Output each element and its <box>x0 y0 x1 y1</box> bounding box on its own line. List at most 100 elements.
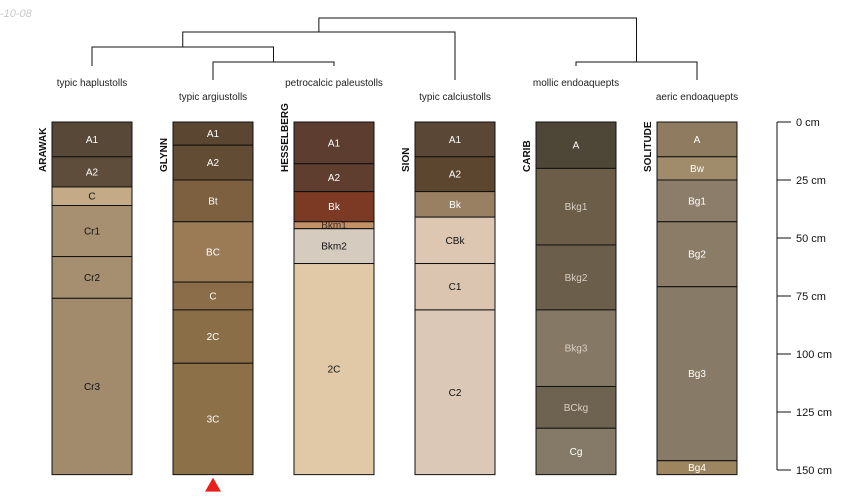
classification-label: typic calciustolls <box>419 92 491 103</box>
horizon-label: BC <box>206 247 220 258</box>
classification-label: aeric endoaquepts <box>655 92 739 103</box>
horizon-a2 <box>293 163 375 193</box>
horizon-c1 <box>414 263 496 311</box>
horizon-label: Bw <box>690 164 705 175</box>
horizon-label: C <box>88 192 95 203</box>
profile-arawak: A1 A2 C Cr1 Cr2 Cr3 <box>51 121 133 476</box>
horizon-bc <box>172 221 254 283</box>
horizon-a1 <box>293 121 375 165</box>
horizon-label: A2 <box>449 170 462 181</box>
horizon-a2 <box>51 156 133 188</box>
horizon-a2 <box>172 144 254 181</box>
horizon-bg4 <box>656 460 738 476</box>
horizon-a1 <box>51 121 133 158</box>
horizon-a <box>535 121 617 169</box>
profile-name: SION <box>401 147 412 172</box>
horizon-bg3 <box>656 286 738 462</box>
horizon-label: Bkm1 <box>321 221 347 232</box>
dendrogram-branch <box>182 31 456 80</box>
date-stamp: -10-08 <box>0 8 32 20</box>
axis-tick-label: 150 cm <box>796 465 832 477</box>
dendrogram-branch <box>318 17 637 62</box>
horizon-label: C2 <box>449 388 462 399</box>
horizon-a <box>656 121 738 158</box>
profile-hesselberg: A1 A2 Bk Bkm1 Bkm2 2C <box>293 121 375 476</box>
depth-axis: 0 cm 25 cm 50 cm 75 cm 100 cm 125 cm 150 cm <box>776 117 832 477</box>
horizon-label: Cr2 <box>84 273 101 284</box>
axis-tick-label: 25 cm <box>796 175 826 187</box>
axis-tick-label: 50 cm <box>796 233 826 245</box>
horizon-cr3 <box>51 297 133 476</box>
horizon-cr1 <box>51 205 133 258</box>
horizon-label: A <box>573 141 580 152</box>
horizon-label: A2 <box>86 167 99 178</box>
horizon-bkg3 <box>535 309 617 387</box>
horizon-cbk <box>414 216 496 265</box>
classification-label: mollic endoaquepts <box>532 78 620 89</box>
dendrogram <box>91 17 698 80</box>
horizon-cr2 <box>51 256 133 299</box>
horizon-label: CBk <box>446 236 466 247</box>
horizon-a1 <box>414 121 496 158</box>
horizon-bkg2 <box>535 244 617 311</box>
horizon-label: BCkg <box>564 403 588 414</box>
horizon-cg <box>535 427 617 476</box>
axis-tick-label: 125 cm <box>796 407 832 419</box>
horizon-label: Bt <box>208 196 218 207</box>
horizon-bckg <box>535 385 617 429</box>
horizon-label: Bkg1 <box>565 202 588 213</box>
axis-tick-label: 75 cm <box>796 291 826 303</box>
horizon-c <box>172 281 254 311</box>
horizon-c2 <box>414 309 496 476</box>
horizon-label: Bk <box>449 200 462 211</box>
horizon-2c <box>172 309 254 364</box>
profile-glynn: A1 A2 Bt BC C 2C 3C <box>172 121 254 492</box>
horizon-bg1 <box>656 179 738 223</box>
horizon-label: A1 <box>328 138 341 149</box>
horizon-bg2 <box>656 221 738 288</box>
horizon-label: Bg2 <box>688 250 706 261</box>
horizon-label: C1 <box>449 282 462 293</box>
horizon-bkg1 <box>535 167 617 246</box>
profiles-group: A1A2CCr1Cr2Cr3A1A2BtBCC2C3CA1A2BkBkm1Bkm… <box>51 121 738 492</box>
horizon-label: Bg1 <box>688 196 706 207</box>
profile-solitude: A Bw Bg1 Bg2 Bg3 Bg4 <box>656 121 738 476</box>
axis-tick-label: 100 cm <box>796 349 832 361</box>
horizon-label: A2 <box>207 158 220 169</box>
horizon-bkm2 <box>293 228 375 265</box>
horizon-label: C <box>209 292 216 303</box>
horizon-label: A <box>694 135 701 146</box>
profile-name: ARAWAK <box>38 127 49 172</box>
horizon-label: A1 <box>86 135 99 146</box>
horizon-label: Cr3 <box>84 382 101 393</box>
profile-sion: A1 A2 Bk CBk C1 C2 <box>414 121 496 476</box>
horizon-bk <box>414 191 496 218</box>
horizon-label: Bg3 <box>688 369 706 380</box>
profile-carib: A Bkg1 Bkg2 Bkg3 BCkg Cg <box>535 121 617 476</box>
horizon-3c <box>172 362 254 476</box>
horizon-label: Cg <box>570 447 583 458</box>
horizon-label: 2C <box>207 332 220 343</box>
horizon-label: Bkg2 <box>565 273 588 284</box>
horizon-label: A1 <box>207 129 220 140</box>
profile-name: CARIB <box>522 140 533 172</box>
horizon-2c <box>293 263 375 476</box>
classification-label: petrocalcic paleustolls <box>285 78 383 89</box>
horizon-label: Bk <box>328 202 341 213</box>
horizon-label: Bkm2 <box>321 242 347 253</box>
dendrogram-branch <box>91 46 274 66</box>
profile-name: HESSELBERG <box>280 103 291 172</box>
profile-name: GLYNN <box>159 137 170 172</box>
horizon-label: Bg4 <box>688 463 706 474</box>
profile-name: SOLITUDE <box>643 121 654 172</box>
horizon-label: A1 <box>449 135 462 146</box>
horizon-label: Cr1 <box>84 227 101 238</box>
classification-label: typic argiustolls <box>178 92 248 103</box>
truncation-marker-icon <box>205 477 221 492</box>
axis-tick-label: 0 cm <box>796 117 820 129</box>
horizon-label: Bkg3 <box>565 344 588 355</box>
horizon-bt <box>172 179 254 223</box>
classification-label: typic haplustolls <box>56 78 128 89</box>
